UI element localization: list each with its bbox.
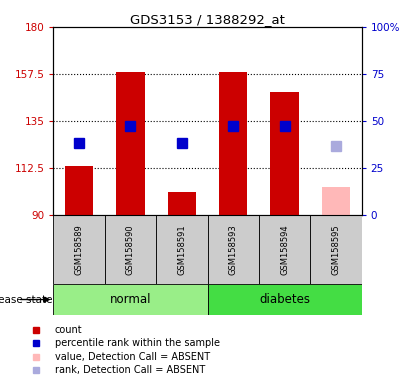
Bar bbox=[53, 215, 105, 284]
Text: GSM158589: GSM158589 bbox=[75, 224, 83, 275]
Text: disease state: disease state bbox=[0, 295, 53, 305]
Text: diabetes: diabetes bbox=[259, 293, 310, 306]
Bar bbox=[208, 215, 259, 284]
Bar bbox=[116, 72, 145, 215]
Text: normal: normal bbox=[110, 293, 151, 306]
Title: GDS3153 / 1388292_at: GDS3153 / 1388292_at bbox=[130, 13, 285, 26]
Bar bbox=[259, 215, 310, 284]
Bar bbox=[168, 192, 196, 215]
Bar bbox=[208, 284, 362, 315]
Bar bbox=[53, 284, 208, 315]
Bar bbox=[105, 215, 156, 284]
Bar bbox=[219, 72, 247, 215]
Text: GSM158590: GSM158590 bbox=[126, 224, 135, 275]
Bar bbox=[270, 92, 299, 215]
Bar bbox=[156, 215, 208, 284]
Bar bbox=[310, 215, 362, 284]
Text: GSM158593: GSM158593 bbox=[229, 224, 238, 275]
Bar bbox=[322, 187, 350, 215]
Bar bbox=[65, 166, 93, 215]
Text: percentile rank within the sample: percentile rank within the sample bbox=[55, 338, 219, 348]
Text: GSM158591: GSM158591 bbox=[178, 224, 186, 275]
Text: rank, Detection Call = ABSENT: rank, Detection Call = ABSENT bbox=[55, 366, 205, 376]
Text: value, Detection Call = ABSENT: value, Detection Call = ABSENT bbox=[55, 352, 210, 362]
Text: count: count bbox=[55, 325, 82, 335]
Text: GSM158594: GSM158594 bbox=[280, 224, 289, 275]
Text: GSM158595: GSM158595 bbox=[332, 224, 340, 275]
